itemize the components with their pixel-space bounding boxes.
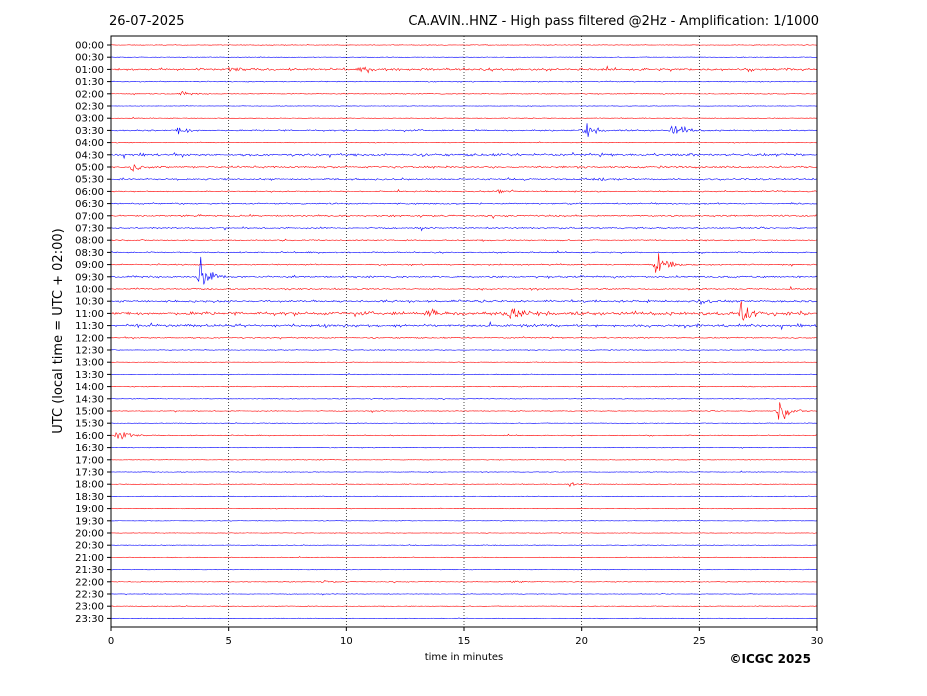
y-tick-label: 02:30	[75, 102, 104, 113]
trace-row	[110, 188, 818, 195]
trace-row	[110, 532, 818, 534]
y-tick-label: 21:00	[75, 553, 104, 564]
y-tick-label: 00:00	[75, 41, 104, 52]
y-tick-label: 07:00	[75, 211, 104, 222]
y-tick-label: 08:30	[75, 248, 104, 259]
trace-row	[110, 141, 818, 144]
trace-row	[110, 116, 818, 119]
y-tick-label: 05:30	[75, 175, 104, 186]
y-tick-label: 16:30	[75, 443, 104, 454]
trace-row	[110, 556, 818, 559]
y-tick-label: 22:30	[75, 590, 104, 601]
trace-row	[110, 568, 818, 571]
y-tick-label: 10:00	[75, 285, 104, 296]
seismic-traces	[110, 44, 818, 620]
trace-row	[110, 361, 818, 363]
y-tick-label: 08:00	[75, 236, 104, 247]
trace-row	[110, 163, 818, 172]
y-tick-label: 03:00	[75, 114, 104, 125]
y-tick-label: 22:00	[75, 577, 104, 588]
y-tick-label: 18:00	[75, 480, 104, 491]
x-tick-label: 30	[811, 636, 824, 647]
trace-row	[110, 544, 818, 546]
trace-row	[110, 348, 818, 351]
trace-row	[110, 151, 818, 160]
trace-row	[110, 385, 818, 388]
y-tick-label: 06:00	[75, 187, 104, 198]
vertical-grid	[228, 36, 700, 627]
y-tick-label: 11:00	[75, 309, 104, 320]
date-label: 26-07-2025	[109, 14, 185, 29]
trace-row	[110, 336, 818, 340]
y-tick-label: 06:30	[75, 199, 104, 210]
trace-row	[111, 520, 818, 522]
y-tick-label: 11:30	[75, 321, 104, 332]
trace-row	[110, 253, 818, 273]
x-tick-label: 10	[340, 636, 353, 647]
trace-row	[110, 299, 818, 306]
trace-row	[110, 301, 818, 321]
y-tick-label: 14:30	[75, 394, 104, 405]
y-tick-label: 15:00	[75, 407, 104, 418]
y-tick-label: 17:00	[75, 455, 104, 466]
y-tick-label: 09:30	[75, 272, 104, 283]
plot-frame	[110, 35, 818, 628]
trace-row	[110, 507, 817, 510]
y-tick-label: 04:00	[75, 138, 104, 149]
y-tick-label: 19:30	[75, 516, 104, 527]
x-axis-ticks: 0 5 10 15 20 25 30	[108, 627, 824, 647]
trace-row	[110, 495, 818, 498]
y-tick-label: 02:00	[75, 89, 104, 100]
y-axis-label: UTC (local time = UTC + 02:00)	[51, 228, 66, 433]
chart-title: CA.AVIN..HNZ - High pass filtered @2Hz -…	[408, 14, 819, 29]
y-tick-label: 07:30	[75, 224, 104, 235]
y-tick-label: 18:30	[75, 492, 104, 503]
y-tick-label: 21:30	[75, 565, 104, 576]
y-tick-label: 15:30	[75, 419, 104, 430]
y-tick-label: 23:30	[75, 614, 104, 625]
y-tick-label: 23:00	[75, 602, 104, 613]
copyright-label: ©ICGC 2025	[729, 652, 811, 666]
y-tick-label: 16:00	[75, 431, 104, 442]
y-tick-label: 01:00	[75, 65, 104, 76]
x-axis-label: time in minutes	[425, 652, 504, 663]
x-tick-label: 15	[458, 636, 471, 647]
trace-row	[110, 202, 818, 205]
y-tick-label: 13:30	[75, 370, 104, 381]
y-tick-label: 20:30	[75, 541, 104, 552]
trace-row	[110, 213, 818, 219]
y-tick-label: 10:30	[75, 297, 104, 308]
trace-row	[110, 482, 818, 488]
trace-row	[110, 123, 818, 137]
trace-row	[110, 321, 818, 331]
trace-row	[110, 397, 818, 401]
y-tick-label: 19:00	[75, 504, 104, 515]
y-tick-label: 04:30	[75, 150, 104, 161]
x-tick-label: 25	[693, 636, 706, 647]
y-tick-label: 01:30	[75, 77, 104, 88]
x-tick-label: 0	[108, 636, 114, 647]
trace-row	[110, 177, 818, 182]
trace-row	[110, 580, 818, 584]
y-tick-label: 20:00	[75, 529, 104, 540]
y-tick-label: 00:30	[75, 53, 104, 64]
y-tick-label: 05:00	[75, 163, 104, 174]
y-tick-label: 14:00	[75, 382, 104, 393]
y-tick-label: 17:30	[75, 468, 104, 479]
y-tick-label: 13:00	[75, 358, 104, 369]
y-tick-label: 12:00	[75, 333, 104, 344]
y-tick-label: 12:30	[75, 346, 104, 357]
x-tick-label: 20	[575, 636, 588, 647]
y-tick-label: 09:00	[75, 260, 104, 271]
y-tick-label: 03:30	[75, 126, 104, 137]
trace-row	[110, 372, 818, 376]
x-tick-label: 5	[225, 636, 231, 647]
